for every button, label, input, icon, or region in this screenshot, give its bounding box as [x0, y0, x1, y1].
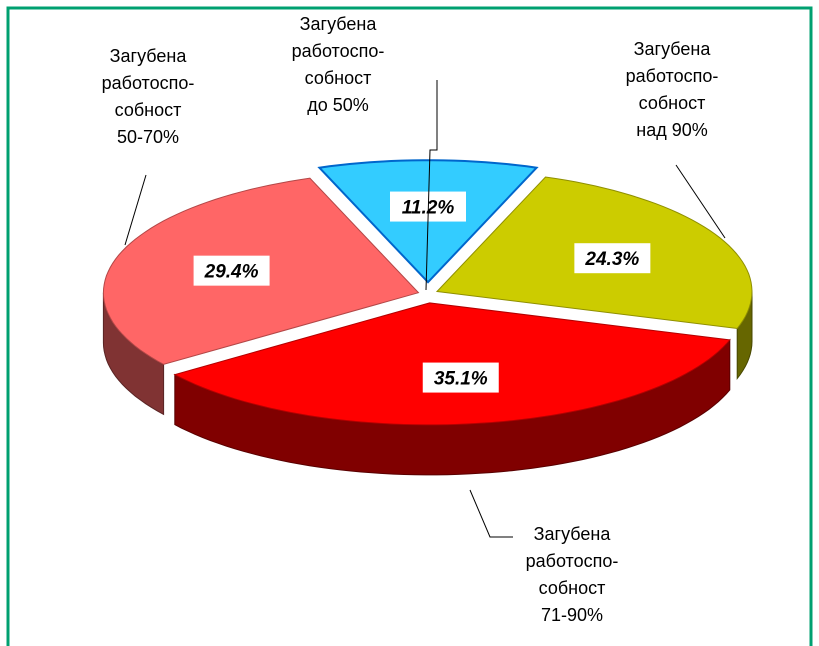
value-label-text: 35.1% [434, 369, 488, 390]
leader-line [124, 174, 147, 246]
value-label-box [574, 243, 651, 274]
value-label: 24.3% [574, 243, 651, 274]
leader-line [425, 80, 438, 291]
category-label: Загубена работоспо-собност над 90% [626, 39, 719, 140]
value-label: 29.4% [193, 255, 270, 286]
category-label: Загубена работоспо-собност 50-70% [102, 46, 195, 147]
frame [6, 6, 813, 646]
value-label-text: 29.4% [204, 262, 259, 283]
value-label-box [422, 362, 499, 393]
leader-line [675, 164, 726, 239]
value-label: 35.1% [422, 362, 499, 393]
value-label-text: 24.3% [584, 249, 639, 270]
category-label: Загубена работоспо-собност 71-90% [526, 524, 619, 625]
category-label: Загубена работоспо-собност до 50% [292, 14, 385, 115]
leader-line [469, 489, 513, 538]
value-label-box [193, 255, 270, 286]
